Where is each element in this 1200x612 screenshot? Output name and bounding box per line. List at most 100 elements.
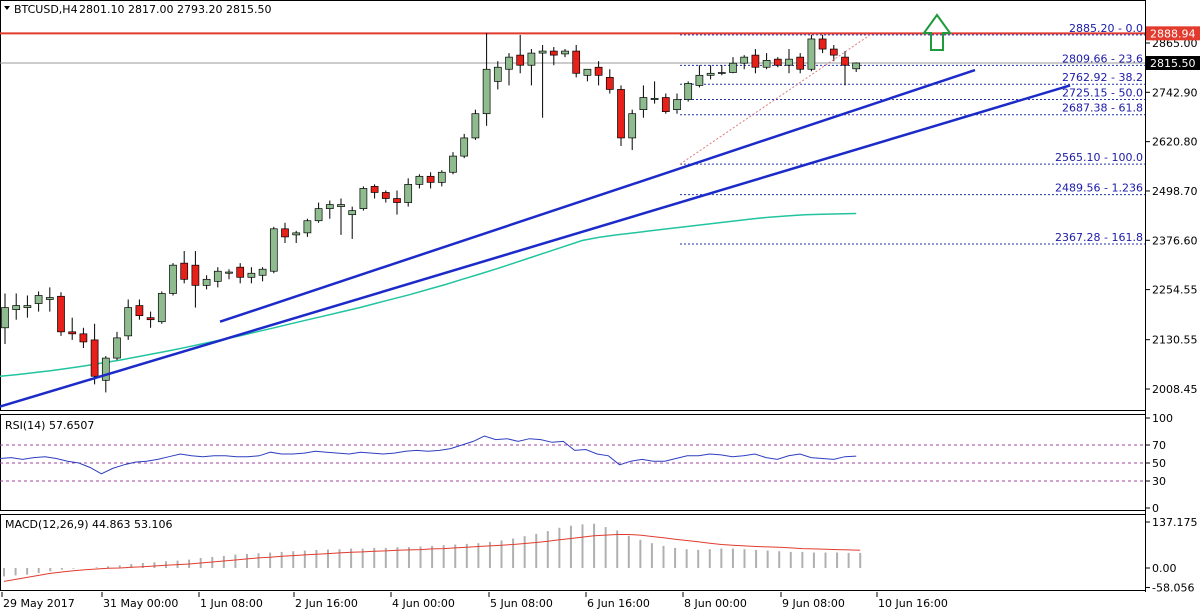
macd-tick-label: -58.056	[1152, 581, 1194, 594]
candle	[527, 49, 536, 86]
candle	[493, 61, 502, 90]
resistance-price-label: 2888.94	[1150, 27, 1196, 40]
candle	[157, 291, 166, 324]
fib-level-label: 2489.56 - 1.236	[1055, 182, 1143, 195]
candle-body	[572, 50, 581, 74]
candle-body	[437, 171, 446, 183]
candle-body	[23, 305, 32, 308]
candle-body	[225, 271, 233, 274]
candle	[796, 53, 805, 74]
candle	[572, 45, 581, 78]
price-tick-label: 2130.55	[1152, 334, 1198, 347]
candle-body	[561, 50, 569, 55]
time-tick-label: 4 Jun 00:00	[392, 597, 455, 610]
candle-body	[213, 270, 222, 282]
candle-body	[650, 97, 659, 100]
candle-body	[180, 262, 189, 280]
candle-body	[605, 76, 614, 90]
candle-body	[359, 188, 368, 209]
time-tick-label: 29 May 2017	[3, 597, 75, 610]
candle-body	[841, 56, 849, 66]
fib-level-label: 2367.28 - 161.8	[1055, 231, 1143, 244]
candle-body	[661, 97, 670, 113]
rsi-tick-label: 70	[1152, 439, 1166, 452]
candle-body	[426, 175, 435, 183]
candle	[852, 62, 861, 73]
candle-body	[337, 204, 345, 207]
candle	[90, 323, 99, 385]
candle	[807, 34, 816, 72]
candle	[505, 53, 513, 86]
candle	[538, 45, 547, 118]
moving-average-line	[0, 212, 857, 378]
candle-body	[449, 155, 457, 173]
candle	[829, 45, 838, 62]
candle-body	[57, 295, 65, 333]
candle	[113, 331, 121, 361]
candle-body	[673, 99, 681, 111]
candle	[146, 311, 155, 328]
candle	[269, 226, 278, 274]
time-tick-label: 6 Jun 16:00	[587, 597, 650, 610]
time-tick-label: 10 Jun 16:00	[878, 597, 948, 610]
candle	[281, 222, 289, 243]
candle-body	[773, 58, 782, 66]
candle	[841, 51, 849, 86]
candle-body	[157, 293, 166, 323]
candle-body	[762, 60, 771, 68]
time-tick-label: 9 Jun 08:00	[782, 597, 845, 610]
candle	[169, 263, 177, 296]
candle	[292, 230, 301, 243]
candle-body	[269, 228, 278, 272]
candle	[605, 69, 614, 94]
fib-level-label: 2809.66 - 23.6	[1062, 52, 1143, 65]
upper-trendline	[219, 68, 976, 323]
candle-body	[706, 72, 715, 76]
candle	[818, 34, 827, 54]
fib-level-label: 2725.15 - 50.0	[1062, 86, 1143, 99]
fib-level-label: 2885.20 - 0.0	[1069, 22, 1143, 35]
rsi-tick-label: 0	[1152, 502, 1159, 515]
candle	[415, 174, 424, 189]
candle-body	[191, 264, 200, 286]
time-tick-label: 2 Jun 16:00	[295, 597, 358, 610]
candle	[617, 85, 625, 147]
time-tick-label: 1 Jun 08:00	[200, 597, 263, 610]
candle	[460, 133, 469, 159]
candle	[437, 170, 446, 187]
candle	[325, 200, 334, 219]
candle	[639, 85, 648, 118]
candle-body	[34, 295, 43, 304]
candle-body	[79, 333, 88, 343]
candle	[45, 287, 54, 312]
candle	[583, 68, 592, 82]
candle-body	[314, 208, 323, 222]
price-tick-label: 2620.80	[1152, 136, 1198, 149]
up-arrow-icon	[922, 13, 952, 51]
dropdown-triangle-icon[interactable]	[4, 6, 10, 10]
candle-body	[169, 264, 177, 294]
candle	[684, 81, 693, 102]
rsi-line	[0, 435, 857, 475]
candle-body	[505, 56, 513, 70]
lower-trendline	[0, 84, 1071, 408]
candle-body	[684, 83, 693, 100]
candle-body	[303, 220, 312, 234]
resistance-price-tag	[1146, 26, 1200, 41]
candle-body	[796, 56, 805, 70]
candle	[191, 251, 200, 308]
candle	[258, 267, 267, 282]
candle-body	[90, 339, 99, 377]
candle	[706, 65, 715, 80]
macd-signal-line	[3, 534, 861, 582]
candle	[751, 49, 760, 74]
candle-body	[404, 184, 413, 203]
candle-body	[829, 48, 838, 56]
candle-body	[493, 66, 502, 82]
candle	[124, 299, 133, 340]
candle-body	[482, 68, 491, 115]
candle-body	[135, 305, 144, 317]
candle-body	[751, 54, 760, 68]
ohlc-label: 2801.10 2817.00 2793.20 2815.50	[79, 3, 271, 16]
fib-level-label: 2762.92 - 38.2	[1062, 71, 1143, 84]
